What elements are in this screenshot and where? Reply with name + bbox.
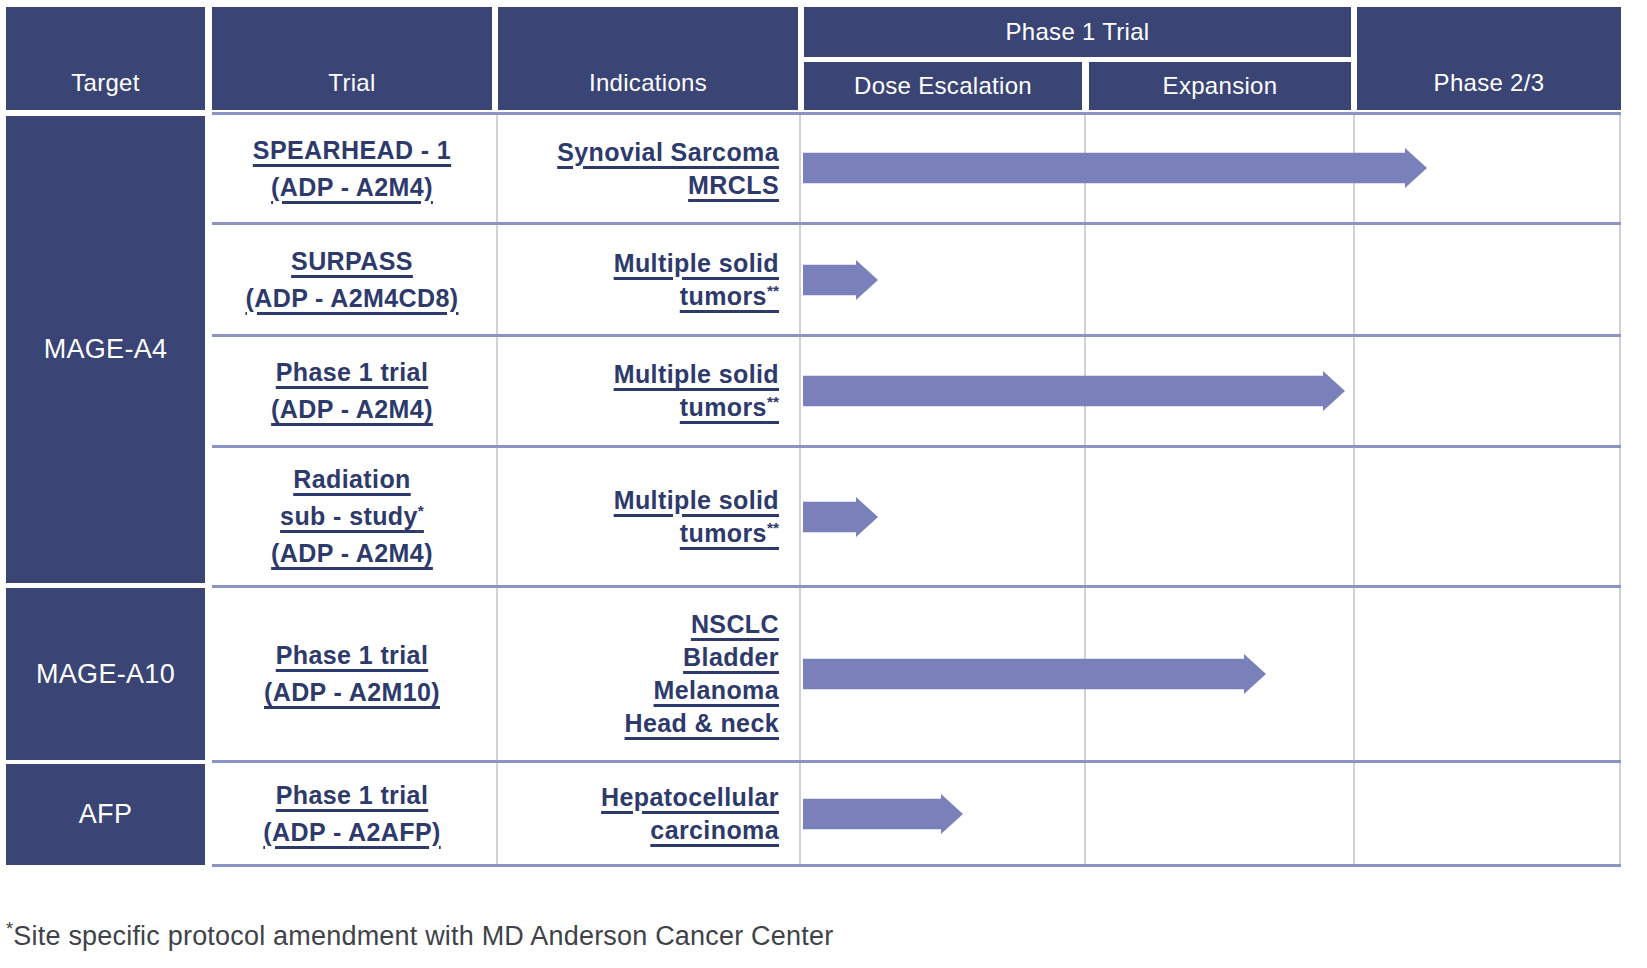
trial-line: sub - study <box>280 502 418 530</box>
indication-line-sup: ** <box>767 393 779 410</box>
column-header-indications-label: Indications <box>589 69 707 97</box>
indication-line: tumors <box>680 282 767 310</box>
indication-line: carcinoma <box>650 816 779 844</box>
trial-link-phase1-a2afp[interactable]: Phase 1 trial (ADP - A2AFP) <box>263 777 440 851</box>
indication-cell-row2: Multiple solid tumors** <box>498 225 799 334</box>
gridline-expansion-phase23 <box>1353 112 1355 866</box>
trial-link-phase1-a2m10[interactable]: Phase 1 trial (ADP - A2M10) <box>264 637 440 711</box>
target-cell-afp: AFP <box>6 764 205 865</box>
indication-line: Multiple solid <box>614 486 779 514</box>
indication-cell-row4: Multiple solid tumors** <box>498 448 799 585</box>
trial-line: (ADP - A2M4) <box>271 539 433 567</box>
trial-cell-row3: Phase 1 trial (ADP - A2M4) <box>212 337 492 445</box>
column-header-target-label: Target <box>71 69 140 97</box>
indication-line: Head & neck <box>625 709 779 737</box>
trial-line-sup: * <box>418 502 424 519</box>
trial-line: (ADP - A2AFP) <box>263 818 440 846</box>
column-header-expansion-label: Expansion <box>1163 72 1278 100</box>
column-header-expansion: Expansion <box>1089 62 1351 110</box>
indication-link-row4[interactable]: Multiple solid tumors** <box>614 484 779 550</box>
progress-arrow-row6 <box>803 794 963 834</box>
indication-line: Multiple solid <box>614 249 779 277</box>
trial-link-spearhead1[interactable]: SPEARHEAD - 1 (ADP - A2M4) <box>253 132 451 206</box>
trial-link-radiation-substudy[interactable]: Radiation sub - study* (ADP - A2M4) <box>271 461 433 572</box>
indication-line: Synovial Sarcoma <box>557 138 779 166</box>
trial-line: (ADP - A2M4) <box>271 395 433 423</box>
indication-line: Multiple solid <box>614 360 779 388</box>
footnote-text: Site specific protocol amendment with MD… <box>13 921 833 951</box>
progress-arrow-row5 <box>803 654 1266 694</box>
indication-link-row1[interactable]: Synovial Sarcoma MRCLS <box>557 136 779 202</box>
gridline-indications-dose <box>799 112 801 866</box>
target-label-afp: AFP <box>79 799 132 830</box>
progress-arrow-row3 <box>803 371 1345 411</box>
indication-link-row5[interactable]: NSCLC Bladder Melanoma Head & neck <box>625 608 779 740</box>
progress-arrow-row4 <box>803 497 878 537</box>
trial-link-phase1-a2m4[interactable]: Phase 1 trial (ADP - A2M4) <box>271 354 433 428</box>
column-header-dose-escalation-label: Dose Escalation <box>854 72 1032 100</box>
progress-arrow-row2 <box>803 260 878 300</box>
trial-line: (ADP - A2M4) <box>271 173 433 201</box>
trial-line: SURPASS <box>291 247 413 275</box>
indication-cell-row3: Multiple solid tumors** <box>498 337 799 445</box>
indication-line: tumors <box>680 519 767 547</box>
trial-line: Radiation <box>293 465 411 493</box>
column-header-phase1-label: Phase 1 Trial <box>1006 18 1150 46</box>
indication-line: NSCLC <box>691 610 779 638</box>
column-header-phase23: Phase 2/3 <box>1357 7 1621 110</box>
indication-link-row3[interactable]: Multiple solid tumors** <box>614 358 779 424</box>
target-label-mage-a4: MAGE-A4 <box>44 334 168 365</box>
indication-cell-row5: NSCLC Bladder Melanoma Head & neck <box>498 588 799 760</box>
indication-cell-row1: Synovial Sarcoma MRCLS <box>498 115 799 222</box>
indication-line: Hepatocellular <box>601 783 779 811</box>
trial-line: Phase 1 trial <box>276 358 429 386</box>
indication-line-sup: ** <box>767 518 779 535</box>
column-header-trial-label: Trial <box>328 69 375 97</box>
trial-line: Phase 1 trial <box>276 641 429 669</box>
gridline-dose-expansion <box>1084 112 1086 866</box>
indication-line-sup: ** <box>767 281 779 298</box>
trial-cell-row1: SPEARHEAD - 1 (ADP - A2M4) <box>212 115 492 222</box>
trial-line: (ADP - A2M4CD8) <box>246 284 459 312</box>
target-label-mage-a10: MAGE-A10 <box>36 659 175 690</box>
column-header-target: Target <box>6 7 205 110</box>
progress-arrow-row1 <box>803 148 1427 188</box>
indication-link-row2[interactable]: Multiple solid tumors** <box>614 247 779 313</box>
target-cell-mage-a4: MAGE-A4 <box>6 116 205 583</box>
indication-line: Bladder <box>683 643 779 671</box>
trial-line: (ADP - A2M10) <box>264 678 440 706</box>
indication-line: Melanoma <box>654 676 779 704</box>
column-header-trial: Trial <box>212 7 492 110</box>
column-header-indications: Indications <box>498 7 798 110</box>
trial-line: SPEARHEAD - 1 <box>253 136 451 164</box>
column-header-phase23-label: Phase 2/3 <box>1434 69 1545 97</box>
pipeline-table: Target Trial Indications Phase 1 Trial D… <box>0 0 1647 968</box>
trial-cell-row4: Radiation sub - study* (ADP - A2M4) <box>212 448 492 585</box>
column-header-phase1-trial: Phase 1 Trial <box>804 7 1351 57</box>
trial-link-surpass[interactable]: SURPASS (ADP - A2M4CD8) <box>246 243 459 317</box>
indication-link-row6[interactable]: Hepatocellular carcinoma <box>601 781 779 847</box>
target-cell-mage-a10: MAGE-A10 <box>6 588 205 760</box>
trial-cell-row6: Phase 1 trial (ADP - A2AFP) <box>212 763 492 864</box>
footnote: *Site specific protocol amendment with M… <box>6 918 833 952</box>
indication-line: MRCLS <box>688 171 779 199</box>
indication-line: tumors <box>680 393 767 421</box>
trial-cell-row2: SURPASS (ADP - A2M4CD8) <box>212 225 492 334</box>
gridline-table-right-edge <box>1619 112 1621 866</box>
trial-line: Phase 1 trial <box>276 781 429 809</box>
column-header-dose-escalation: Dose Escalation <box>804 62 1082 110</box>
trial-cell-row5: Phase 1 trial (ADP - A2M10) <box>212 588 492 760</box>
indication-cell-row6: Hepatocellular carcinoma <box>498 763 799 864</box>
row-separator <box>212 864 1621 867</box>
